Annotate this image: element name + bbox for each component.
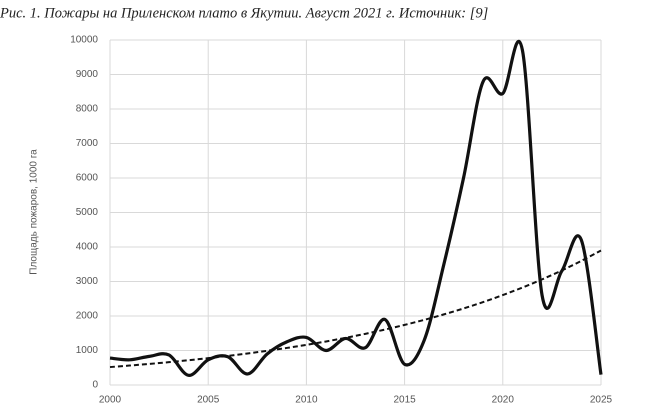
y-tick-label: 4000 (76, 242, 99, 253)
x-tick-label: 2020 (492, 395, 515, 406)
x-tick-label: 2025 (590, 395, 613, 406)
y-tick-label: 0 (92, 380, 98, 391)
y-tick-label: 10000 (70, 35, 98, 46)
y-tick-label: 2000 (76, 311, 99, 322)
x-tick-label: 2005 (197, 395, 220, 406)
y-tick-label: 5000 (76, 207, 99, 218)
y-tick-label: 1000 (76, 345, 99, 356)
data-line (109, 39, 603, 377)
y-tick-label: 3000 (76, 276, 99, 287)
y-tick-label: 6000 (76, 173, 99, 184)
trend-line (109, 249, 602, 369)
x-tick-label: 2015 (393, 395, 416, 406)
x-tick-label: 2000 (99, 395, 122, 406)
y-tick-label: 7000 (76, 138, 99, 149)
y-axis-label: Площадь пожаров, 1000 га (29, 149, 40, 275)
chart-title: Рис. 1. Пожары на Приленском плато в Яку… (0, 5, 488, 21)
y-tick-label: 9000 (76, 69, 99, 80)
x-tick-label: 2010 (295, 395, 318, 406)
y-tick-label: 8000 (76, 104, 99, 115)
